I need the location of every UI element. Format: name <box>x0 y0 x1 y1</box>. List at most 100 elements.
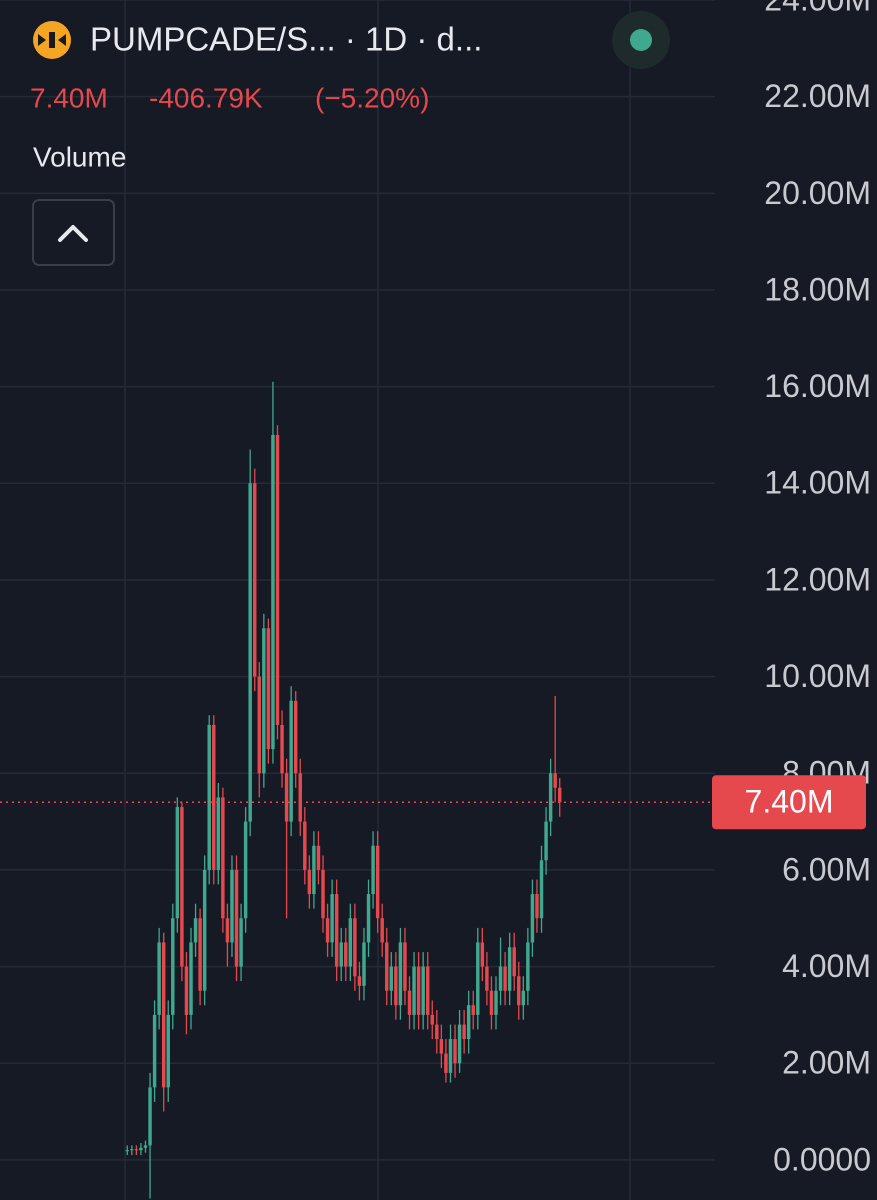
candles <box>125 381 562 1199</box>
candle-body <box>366 894 371 943</box>
candle-body <box>498 966 503 991</box>
y-tick-label: 22.00M <box>764 78 871 114</box>
last-price: 7.40M <box>30 82 108 113</box>
candle-body <box>403 942 407 991</box>
status-dot <box>630 29 652 51</box>
chevron-icon <box>58 225 88 242</box>
candle-body <box>316 845 321 870</box>
candle-body <box>161 942 166 1088</box>
candle-body <box>152 1014 157 1088</box>
candle-body <box>175 807 180 919</box>
candle-body <box>202 869 207 991</box>
candle-body <box>312 845 316 895</box>
candle-body <box>435 1024 439 1040</box>
candle-body <box>325 918 330 943</box>
candle-body <box>398 942 403 1006</box>
candle-body <box>430 1014 434 1025</box>
candle-body <box>476 942 480 1015</box>
candle-body <box>357 976 362 986</box>
candle-body <box>298 773 302 822</box>
candle-body <box>425 966 430 1015</box>
candle-body <box>503 966 507 991</box>
candle-body <box>557 787 562 803</box>
coin-icon-glyph <box>49 32 55 48</box>
candle-body <box>157 942 161 1015</box>
candle-body <box>143 1145 148 1148</box>
candle-body <box>530 894 535 943</box>
coin-icon-glyph <box>38 34 66 46</box>
candle-body <box>353 918 357 977</box>
candle-body <box>439 1039 444 1054</box>
y-tick-label: 18.00M <box>764 271 871 307</box>
candle-body <box>444 1053 448 1073</box>
candle-body <box>480 942 485 967</box>
candle-body <box>262 628 266 774</box>
candle-body <box>489 990 494 1015</box>
candle-body <box>234 869 239 967</box>
candle-body <box>216 797 221 870</box>
candle-body <box>207 724 211 870</box>
candle-body <box>394 966 398 1006</box>
y-tick-label: 2.00M <box>782 1045 871 1081</box>
candle-body <box>134 1149 139 1151</box>
candle-body <box>385 942 389 991</box>
overlay: PUMPCADE/S... · 1D · d... 7.40M -406.79K… <box>30 11 670 266</box>
candle-body <box>148 1087 152 1146</box>
candle-body <box>139 1147 143 1151</box>
candle-body <box>535 894 539 919</box>
last-price-label: 7.40M <box>745 784 834 820</box>
candle-body <box>412 966 416 1015</box>
candle-body <box>407 990 412 1015</box>
candle-body <box>334 894 339 967</box>
candle-body <box>293 700 298 774</box>
candle-body <box>193 918 198 943</box>
candle-body <box>198 918 202 991</box>
last-price-badge <box>712 775 866 830</box>
candle-body <box>230 869 234 943</box>
candle-body <box>289 700 293 822</box>
candle-body <box>248 483 252 822</box>
candle-body <box>371 845 375 895</box>
collapse-button[interactable] <box>32 199 115 266</box>
candle-body <box>389 966 394 991</box>
candle-body <box>375 845 380 919</box>
y-tick-label: 24.00M <box>764 0 871 17</box>
candle-body <box>271 434 275 750</box>
candle-body <box>416 966 421 1015</box>
candle-body <box>257 676 262 774</box>
y-tick-label: 14.00M <box>764 465 871 501</box>
grid <box>0 0 715 1200</box>
candle-body <box>380 918 384 943</box>
candle-body <box>130 1149 134 1151</box>
candle-body <box>284 773 289 822</box>
candle-body <box>307 869 312 895</box>
y-axis: 0.00002.00M4.00M6.00M8.00M10.00M12.00M14… <box>0 0 871 1177</box>
candle-body <box>544 821 548 861</box>
candle-body <box>339 942 343 967</box>
candle-body <box>462 1024 466 1040</box>
candle-body <box>180 807 184 967</box>
candle-body <box>507 947 512 991</box>
y-tick-label: 4.00M <box>782 948 871 984</box>
price-change: -406.79K <box>149 82 263 113</box>
candle-body <box>512 947 516 977</box>
candle-body <box>466 1005 471 1040</box>
candle-body <box>184 966 189 1015</box>
candle-body <box>517 976 521 1006</box>
candle-body <box>125 1150 130 1152</box>
candle-body <box>275 434 280 725</box>
candle-body <box>344 942 348 967</box>
candle-body <box>548 773 553 822</box>
candle-body <box>553 773 557 788</box>
candle-body <box>221 797 225 919</box>
candle-body <box>212 724 216 870</box>
candle-body <box>421 966 425 1015</box>
y-tick-label: 20.00M <box>764 175 871 211</box>
candle-body <box>521 990 526 1006</box>
y-tick-label: 12.00M <box>764 561 871 597</box>
candle-body <box>526 942 530 991</box>
candle-body <box>453 1039 457 1064</box>
candle-body <box>348 918 353 967</box>
candle-body <box>321 869 325 919</box>
